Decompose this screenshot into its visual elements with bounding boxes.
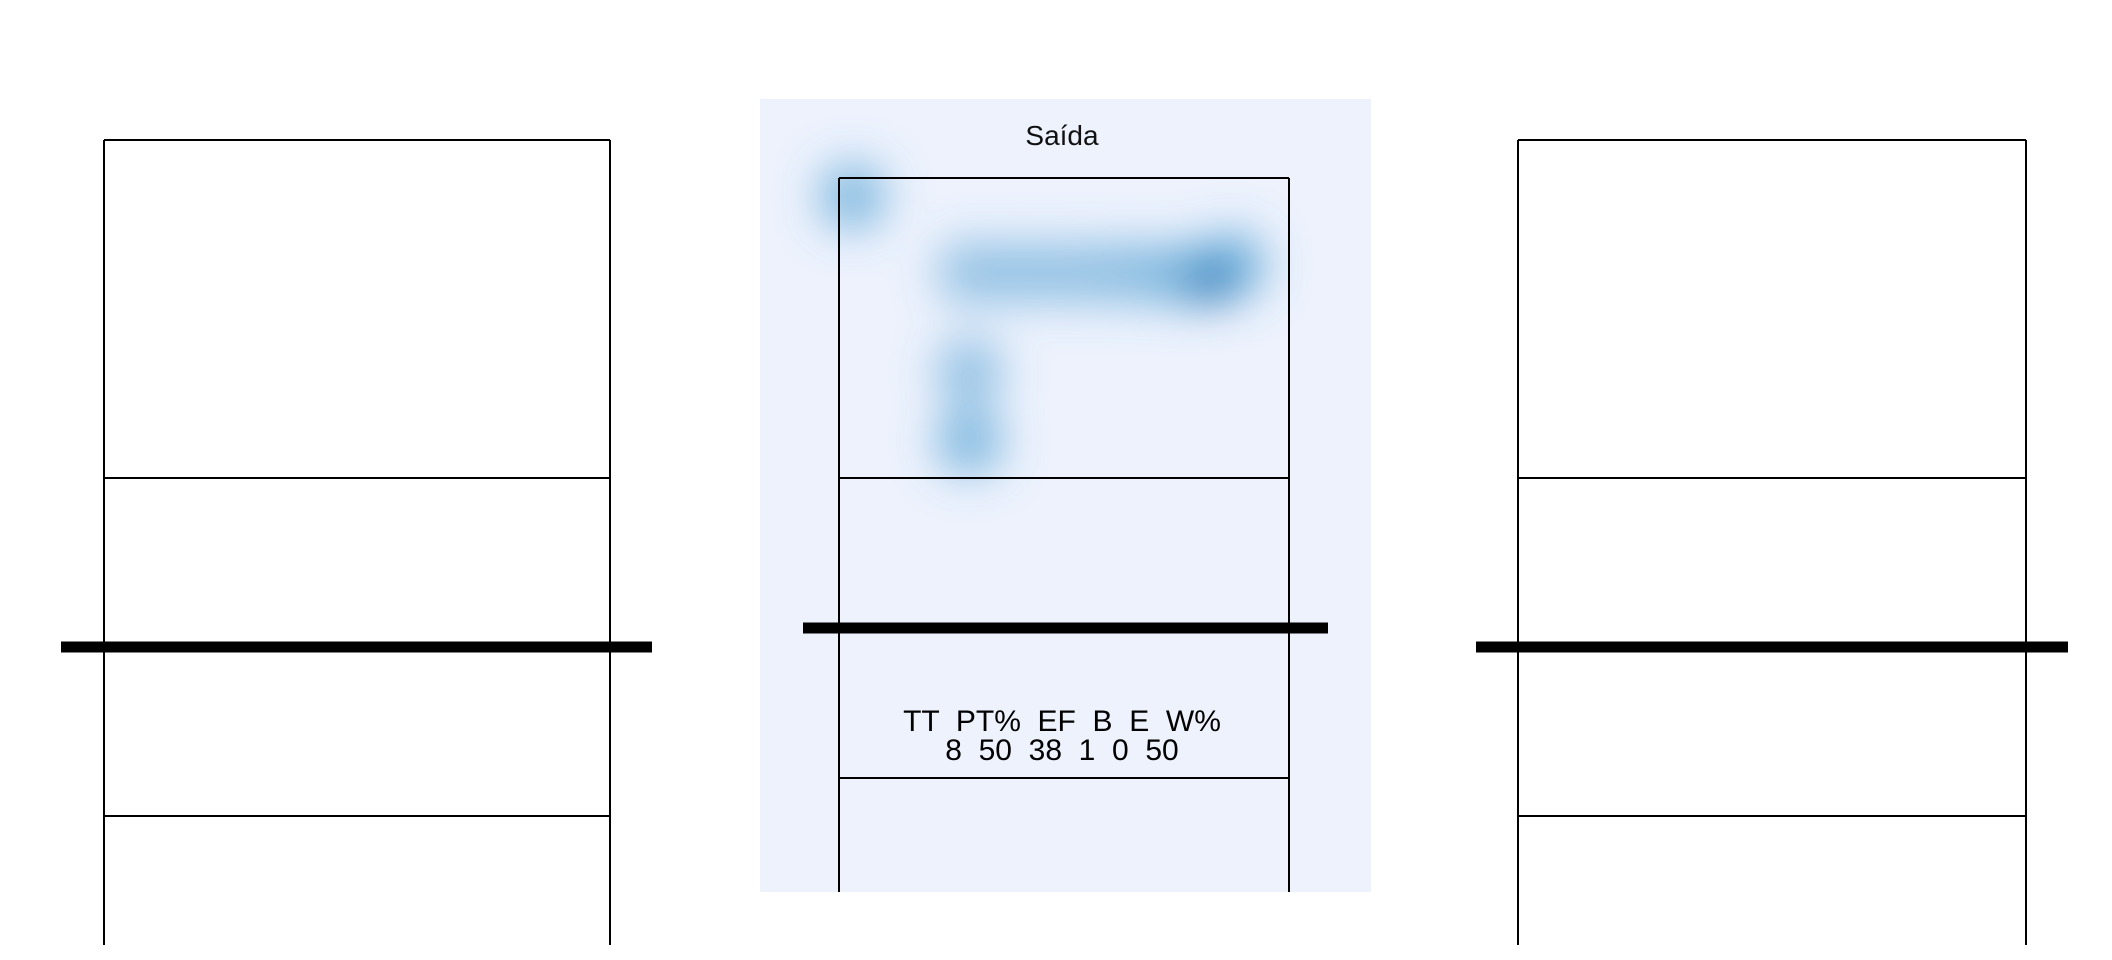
court-lines	[803, 177, 1328, 892]
court-panel-right	[1476, 139, 2068, 945]
heatmap-point	[1198, 230, 1266, 299]
heatmap-point	[818, 162, 887, 231]
panel-title: Saída	[1025, 120, 1099, 151]
stats-header: TT PT% EF B E W%	[903, 705, 1221, 738]
court-panel-center: Saída TT PT% EF B E W% 8 50 38 1 0 50	[760, 99, 1371, 892]
heatmap-point	[1040, 238, 1109, 307]
heatmap-background	[760, 99, 1371, 892]
heatmap-point	[1093, 238, 1161, 307]
heatmap-density	[818, 162, 1266, 476]
heatmap-point	[935, 337, 1004, 406]
heatmap-point	[935, 407, 1004, 476]
court-panel-left	[61, 139, 652, 945]
heatmap-point	[935, 238, 1004, 307]
heatmap-point	[988, 238, 1056, 307]
stats-values: 8 50 38 1 0 50	[945, 734, 1179, 767]
